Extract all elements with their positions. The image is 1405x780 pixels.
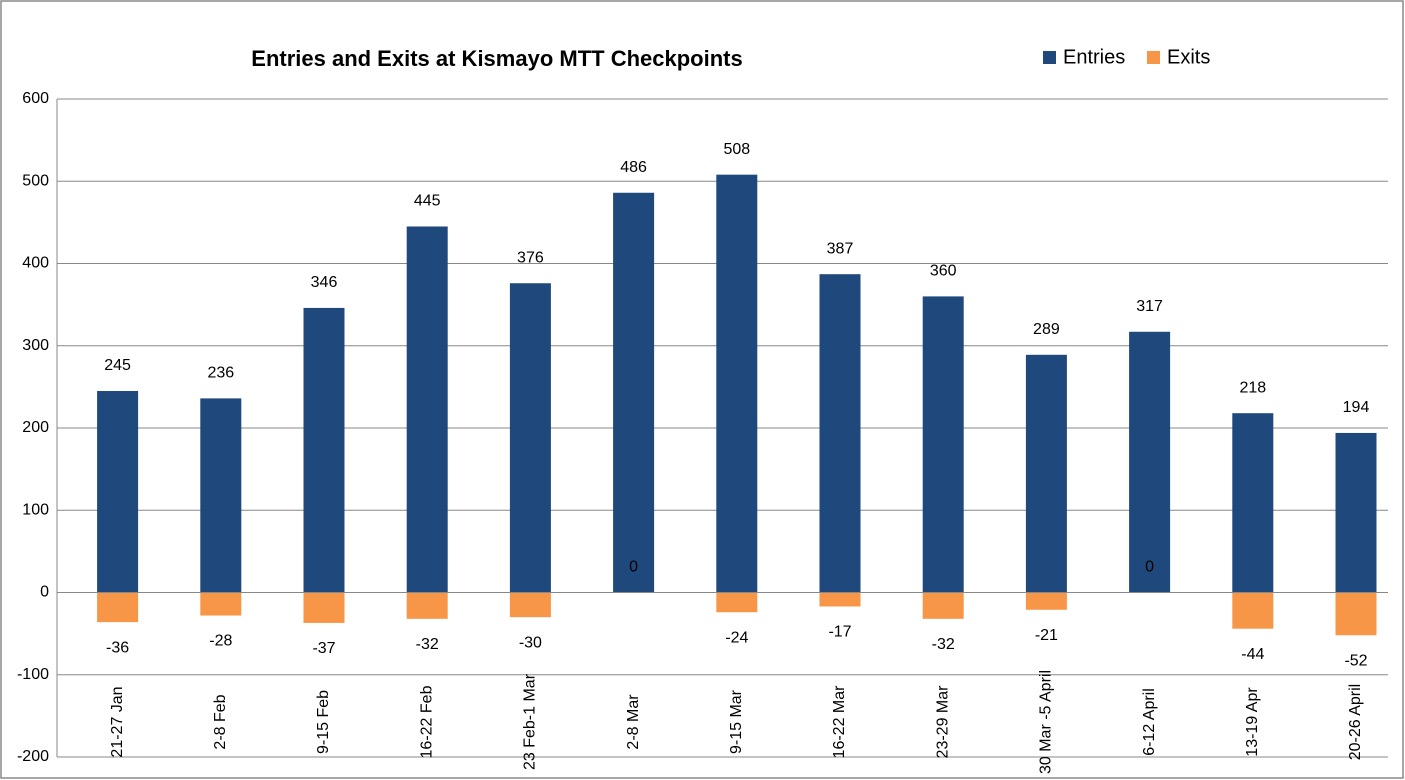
- bar: [200, 398, 242, 593]
- legend-label: Exits: [1167, 46, 1210, 68]
- y-tick-label: 0: [40, 584, 49, 601]
- bar: [509, 592, 551, 618]
- y-tick-label: 100: [22, 501, 49, 518]
- bar: [716, 592, 758, 613]
- data-label: 317: [1136, 298, 1163, 315]
- bar: [97, 592, 139, 623]
- bar: [613, 192, 655, 593]
- chart-title: Entries and Exits at Kismayo MTT Checkpo…: [251, 46, 742, 71]
- data-label: 346: [311, 274, 338, 291]
- x-tick-label: 21-27 Jan: [109, 686, 126, 757]
- data-label: -28: [209, 633, 232, 650]
- bar: [716, 174, 758, 593]
- bar: [1025, 592, 1067, 610]
- x-tick-label: 2-8 Mar: [625, 694, 642, 750]
- bar: [819, 274, 861, 593]
- bar: [200, 592, 242, 616]
- data-label: 387: [827, 240, 854, 257]
- data-label: 486: [620, 159, 647, 176]
- data-label: 289: [1033, 321, 1060, 338]
- data-label: 376: [517, 249, 544, 266]
- legend-swatch: [1147, 51, 1160, 64]
- data-label: -36: [106, 639, 129, 656]
- y-tick-label: 500: [22, 172, 49, 189]
- bar: [1232, 592, 1274, 629]
- x-tick-label: 16-22 Mar: [831, 685, 848, 759]
- data-label: -21: [1035, 627, 1058, 644]
- data-label: 245: [104, 357, 131, 374]
- legend-swatch: [1043, 51, 1056, 64]
- y-tick-label: 200: [22, 419, 49, 436]
- bar: [1025, 354, 1067, 593]
- x-tick-label: 2-8 Feb: [212, 694, 229, 749]
- data-label: 445: [414, 193, 441, 210]
- x-tick-label: 16-22 Feb: [418, 685, 435, 758]
- data-label: -24: [725, 629, 748, 646]
- y-tick-label: -200: [17, 748, 49, 765]
- bar: [1129, 331, 1171, 593]
- legend-label: Entries: [1063, 46, 1125, 68]
- y-tick-label: 300: [22, 337, 49, 354]
- bar: [97, 390, 139, 593]
- data-label: 508: [723, 141, 750, 158]
- data-label: -32: [416, 636, 439, 653]
- data-label: -30: [519, 634, 542, 651]
- data-label: 0: [629, 559, 638, 576]
- data-label: -37: [312, 640, 335, 657]
- data-label: 218: [1239, 379, 1266, 396]
- data-label: 0: [1145, 559, 1154, 576]
- y-tick-label: 400: [22, 255, 49, 272]
- y-tick-label: 600: [22, 90, 49, 107]
- data-label: -32: [932, 636, 955, 653]
- x-tick-label: 9-15 Mar: [728, 689, 745, 754]
- data-label: -44: [1241, 646, 1264, 663]
- data-label: 360: [930, 263, 957, 280]
- x-tick-label: 9-15 Feb: [315, 690, 332, 754]
- bar: [303, 592, 345, 623]
- bar: [406, 226, 448, 593]
- bar: [819, 592, 861, 607]
- bar: [509, 283, 551, 593]
- x-tick-label: 13-19 Apr: [1244, 687, 1261, 757]
- data-label: -52: [1344, 652, 1367, 669]
- data-label: -17: [828, 624, 851, 641]
- bar: [922, 296, 964, 593]
- x-tick-label: 6-12 April: [1141, 688, 1158, 756]
- x-tick-label: 23-29 Mar: [934, 685, 951, 759]
- bar: [922, 592, 964, 619]
- x-tick-label: 30 Mar -5 April: [1038, 670, 1055, 774]
- data-label: 236: [207, 365, 234, 382]
- bar: [303, 307, 345, 593]
- data-label: 194: [1343, 399, 1370, 416]
- bar: [1335, 432, 1377, 593]
- y-tick-label: -100: [17, 666, 49, 683]
- bar: [1232, 413, 1274, 593]
- bar: [406, 592, 448, 619]
- x-tick-label: 23 Feb-1 Mar: [522, 673, 539, 770]
- bar: [1335, 592, 1377, 636]
- x-tick-label: 20-26 April: [1347, 684, 1364, 761]
